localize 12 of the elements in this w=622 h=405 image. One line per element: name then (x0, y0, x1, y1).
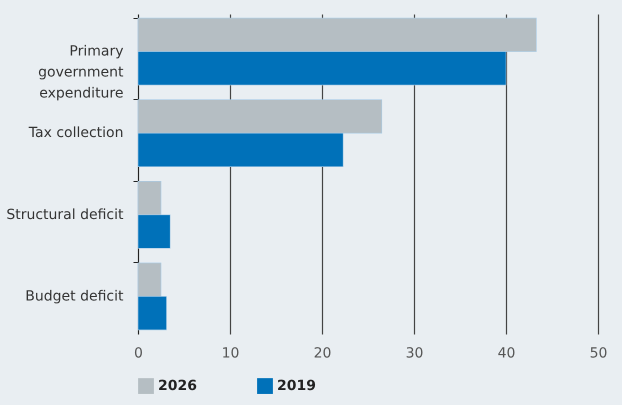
x-tick-label: 30 (406, 346, 424, 362)
x-tick-label: 0 (134, 346, 143, 362)
y-tick-label: Structural deficit (6, 206, 124, 223)
y-tick-label: Budget deficit (25, 288, 124, 304)
y-tick-label: Tax collection (28, 125, 124, 142)
legend-label: 2026 (158, 378, 197, 394)
x-tick-label: 10 (222, 346, 240, 362)
x-tick-label: 20 (314, 346, 332, 362)
x-tick-label: 40 (498, 346, 516, 362)
legend-label: 2019 (277, 378, 316, 394)
x-tick-label: 50 (590, 346, 608, 362)
y-tick-label: Primary government expenditure (38, 44, 124, 102)
